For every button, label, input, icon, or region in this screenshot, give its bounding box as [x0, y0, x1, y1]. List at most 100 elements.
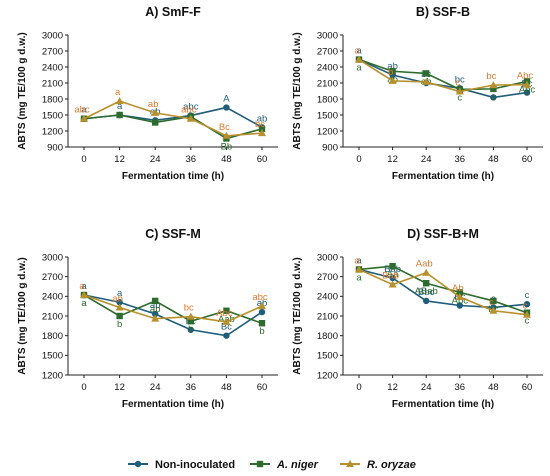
- panel-title: B) SSF-B: [416, 5, 470, 19]
- data-point: [222, 131, 231, 139]
- data-label: bc: [486, 71, 496, 82]
- data-point: [152, 297, 159, 305]
- series-line: [83, 106, 263, 128]
- panel-title: D) SSF-B+M: [407, 227, 479, 241]
- data-label: ab: [387, 61, 398, 72]
- data-point: [422, 268, 431, 276]
- data-label: bc: [455, 74, 465, 85]
- y-tick-label: 2400: [42, 62, 63, 73]
- y-tick-label: 1200: [42, 370, 63, 381]
- y-tick-label: 2400: [317, 62, 338, 73]
- data-point: [223, 307, 230, 314]
- legend: Non-inoculated A. niger R. oryzae: [128, 459, 416, 471]
- data-point: [523, 301, 531, 308]
- data-point: [388, 76, 397, 84]
- y-tick-label: 1200: [42, 126, 63, 137]
- x-tick-label: 24: [150, 154, 161, 165]
- y-tick-label: 1200: [317, 126, 338, 137]
- x-tick-label: 60: [522, 154, 533, 165]
- chart-panel-1: A) SmF-F 900 1200 1500 1800 2100 2400 2700 3000 0…: [17, 5, 278, 182]
- data-point: [489, 306, 498, 314]
- data-label: a: [81, 105, 87, 116]
- series-line: [83, 100, 263, 137]
- data-label: abc: [181, 105, 197, 116]
- chart-panel-4: D) SSF-B+M 1200 1500 1800 2100 2400 2700 3000 0 1…: [292, 227, 543, 410]
- data-point: [423, 297, 430, 305]
- data-label: a: [79, 281, 85, 292]
- x-tick-label: 24: [150, 382, 161, 393]
- data-label: b: [259, 326, 264, 337]
- data-point: [489, 81, 498, 89]
- data-label: Abc: [517, 71, 534, 82]
- data-label: a: [115, 87, 121, 98]
- y-tick-label: 2100: [42, 78, 63, 89]
- data-point: [151, 108, 160, 116]
- series-line: [358, 58, 528, 91]
- data-label: ab: [112, 293, 123, 304]
- y-tick-label: 1200: [317, 370, 338, 381]
- x-tick-label: 0: [81, 154, 86, 165]
- data-point: [455, 87, 464, 95]
- data-point: [490, 297, 497, 305]
- data-point: [423, 280, 430, 287]
- data-point: [151, 314, 160, 322]
- data-label: c: [525, 316, 530, 327]
- data-label: a: [81, 281, 87, 292]
- data-label: a: [356, 63, 362, 74]
- data-label: bc: [184, 303, 194, 314]
- x-tick-label: 24: [421, 154, 432, 165]
- data-label: a: [356, 255, 362, 266]
- x-tick-label: 12: [114, 154, 125, 165]
- y-tick-label: 3000: [317, 30, 338, 41]
- x-tick-label: 0: [356, 154, 361, 165]
- series-line: [83, 294, 263, 324]
- data-label: c: [455, 78, 460, 89]
- legend-marker: [256, 460, 264, 468]
- series-1: aBabBbcBccc: [355, 255, 531, 311]
- x-tick-label: 0: [81, 382, 86, 393]
- data-point: [115, 303, 124, 311]
- x-tick-label: 60: [522, 382, 533, 393]
- data-label: ab: [150, 304, 161, 315]
- y-tick-label: 2700: [317, 46, 338, 57]
- data-label: abc: [74, 105, 90, 116]
- data-point: [80, 291, 88, 299]
- data-point: [355, 55, 363, 63]
- legend-item-3: R. oryzae: [340, 459, 416, 471]
- y-tick-label: 1800: [42, 94, 63, 105]
- y-tick-label: 2400: [42, 292, 63, 303]
- x-tick-label: 36: [455, 154, 466, 165]
- x-tick-label: 36: [186, 382, 197, 393]
- data-point: [223, 104, 230, 111]
- data-point: [116, 299, 123, 306]
- series-line: [83, 294, 263, 337]
- data-label: Bab: [384, 264, 401, 275]
- legend-marker: [346, 460, 354, 467]
- data-label: Ab: [452, 283, 464, 294]
- x-axis-label: Fermentation time (h): [122, 399, 224, 410]
- data-point: [355, 265, 363, 273]
- x-tick-label: 48: [221, 154, 232, 165]
- series-line: [358, 58, 528, 93]
- legend-label: A. niger: [276, 459, 319, 471]
- data-point: [455, 292, 464, 300]
- data-label: a: [356, 272, 362, 283]
- data-point: [523, 89, 531, 96]
- series-2: aababccAbc: [355, 56, 536, 103]
- y-tick-label: 1800: [317, 331, 338, 342]
- y-tick-label: 1800: [42, 331, 63, 342]
- y-tick-label: 1500: [42, 110, 63, 121]
- data-label: Aab: [416, 259, 433, 270]
- data-point: [152, 119, 159, 126]
- legend-item-1: Non-inoculated: [128, 459, 235, 471]
- data-label: Abc: [519, 84, 536, 95]
- series-line: [83, 294, 263, 323]
- data-point: [523, 80, 531, 88]
- x-axis-label: Fermentation time (h): [392, 171, 494, 182]
- series-line: [83, 114, 263, 140]
- data-label: Aa: [387, 269, 399, 280]
- x-tick-label: 24: [421, 382, 432, 393]
- y-tick-label: 1500: [317, 110, 338, 121]
- data-point: [222, 317, 231, 325]
